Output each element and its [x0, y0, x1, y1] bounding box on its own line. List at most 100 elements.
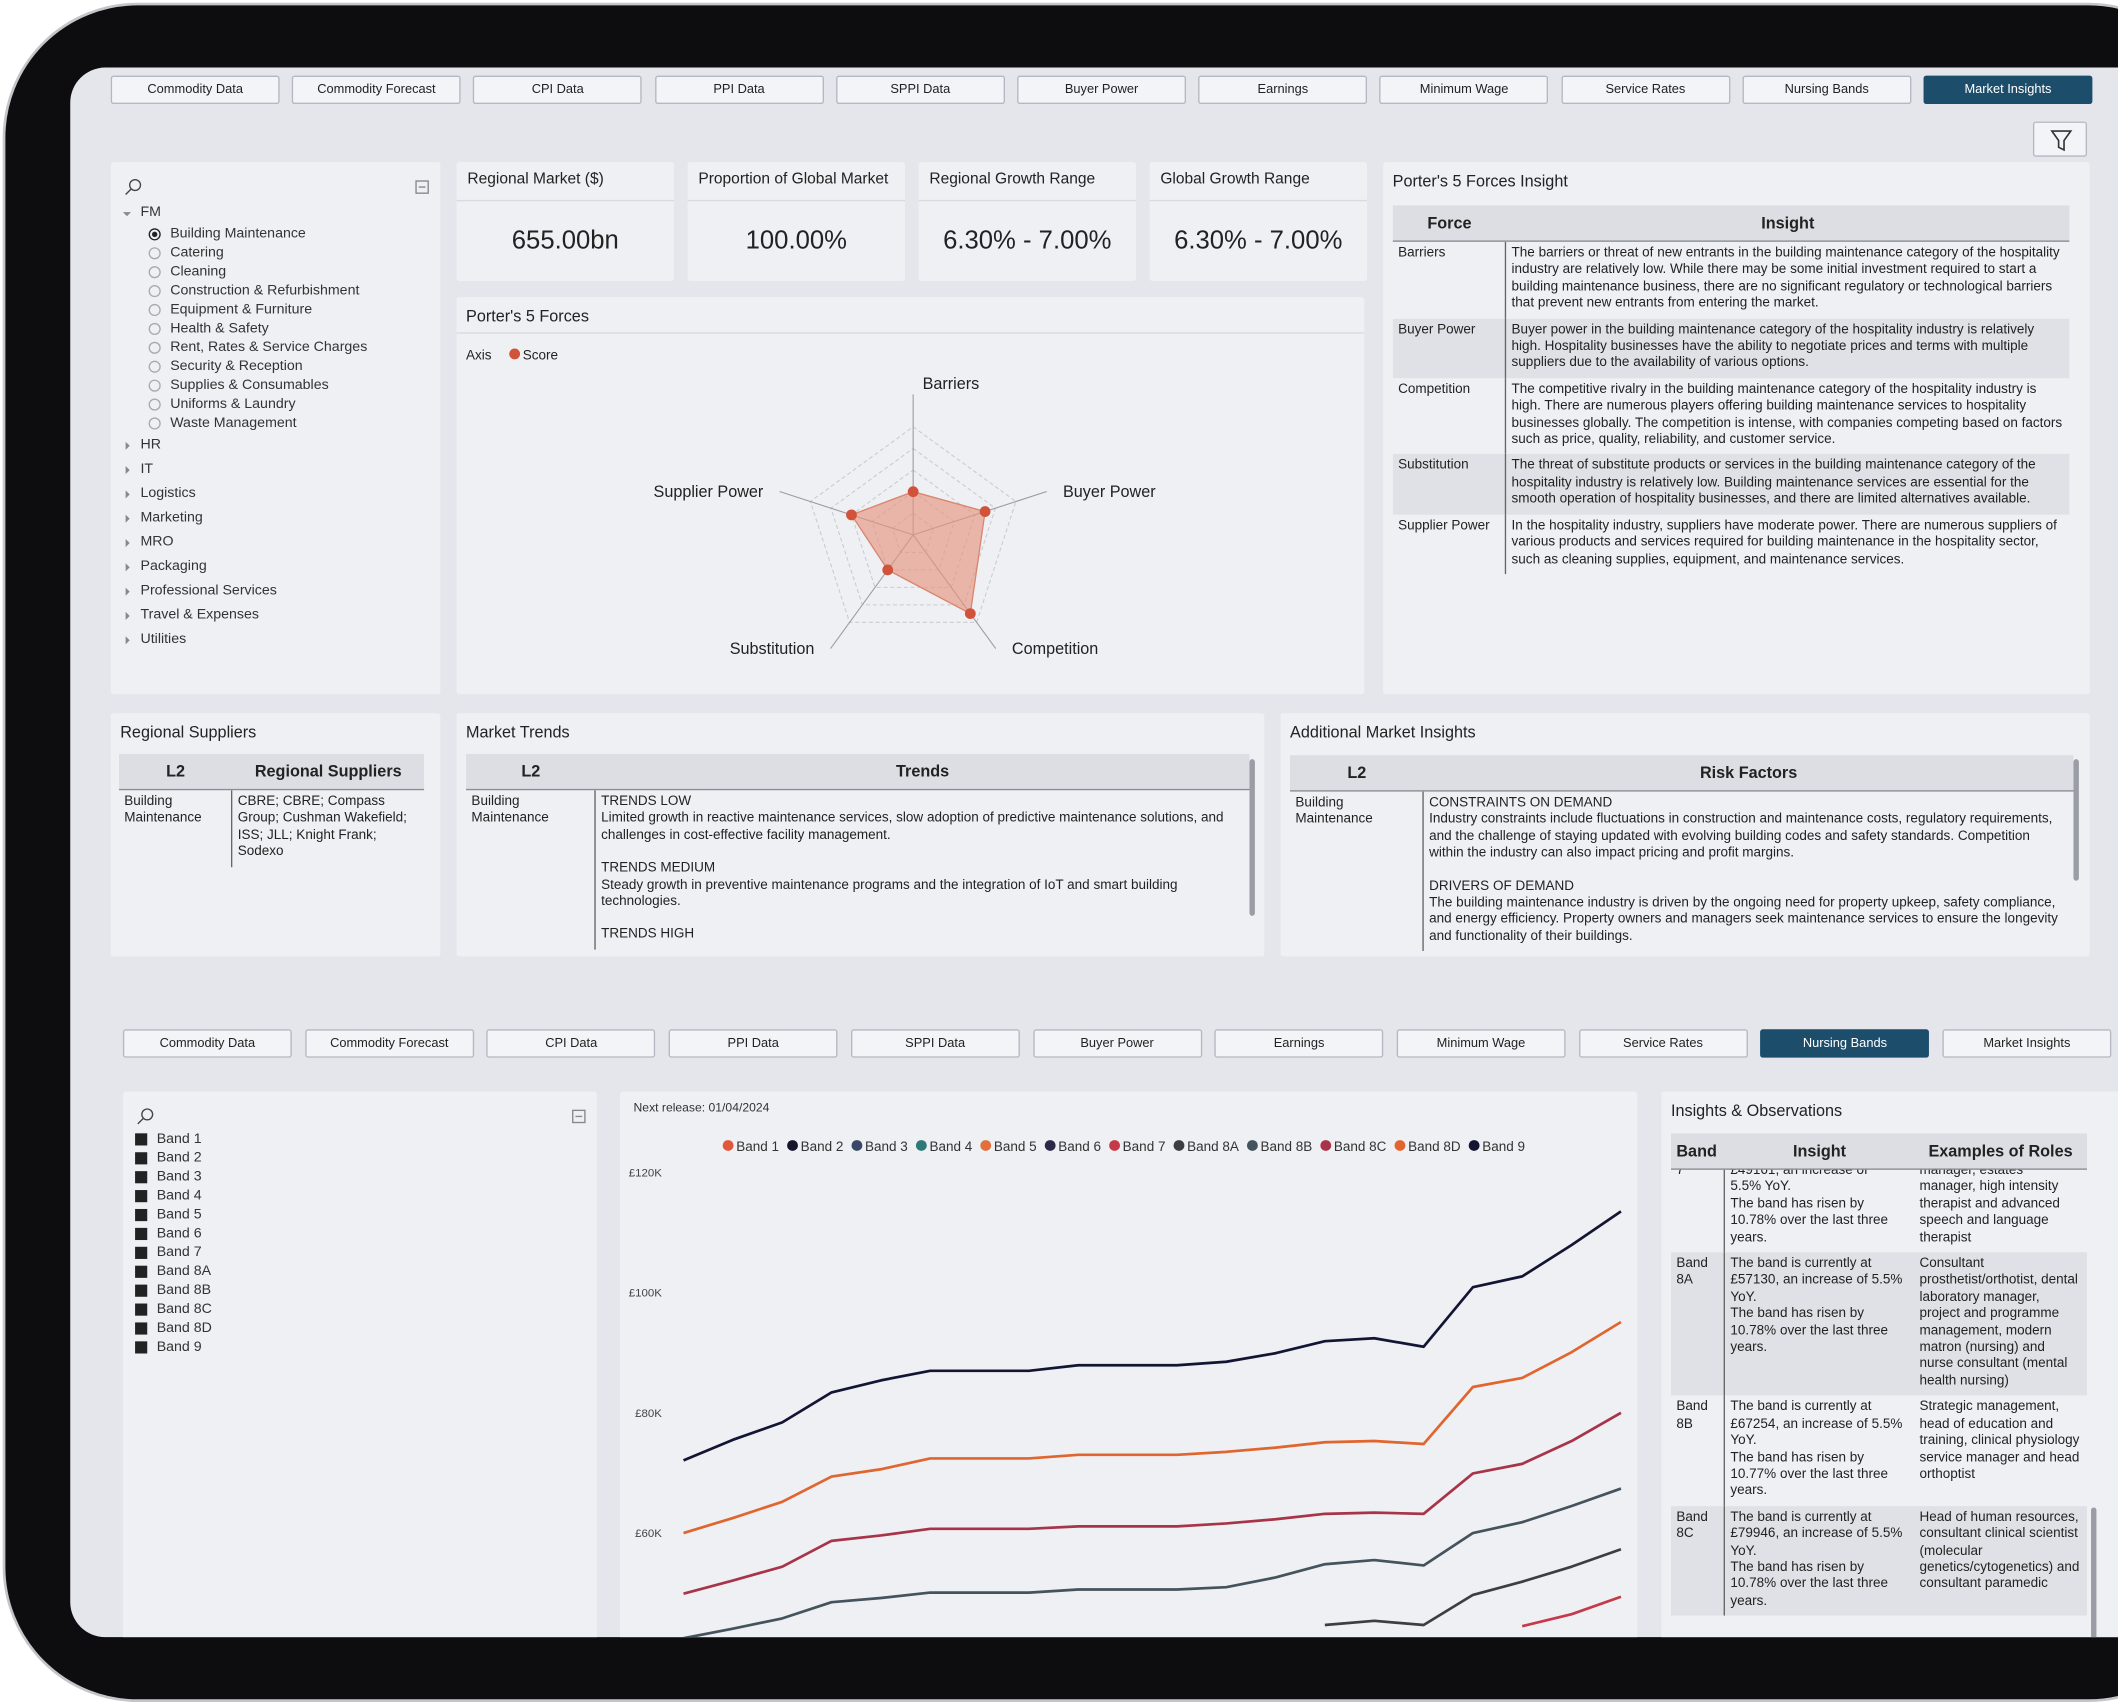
tab-button[interactable]: Minimum Wage — [1379, 75, 1549, 105]
band-item[interactable]: Band 8A — [156, 1262, 212, 1280]
radio[interactable] — [148, 322, 161, 335]
tab-button[interactable]: Buyer Power — [1017, 75, 1187, 105]
table-cell: CBRE; CBRE; Compass Group; Cushman Wakef… — [232, 790, 424, 866]
band-item[interactable]: Band 6 — [156, 1225, 202, 1242]
tab-button[interactable]: Earnings — [1198, 75, 1368, 105]
tree-group[interactable]: Travel & Expenses — [140, 606, 259, 623]
table-cell: Consultant prosthetist/orthotist, dental… — [1914, 1252, 2087, 1396]
checkbox[interactable] — [135, 1133, 148, 1146]
checkbox[interactable] — [135, 1284, 148, 1297]
column-header: Insight — [1761, 213, 1815, 233]
filter-button[interactable] — [2032, 121, 2087, 157]
tree-group[interactable]: FM — [140, 203, 161, 221]
tab-button[interactable]: PPI Data — [668, 1029, 838, 1058]
tab-button[interactable]: Commodity Data — [122, 1029, 292, 1058]
scrollbar[interactable] — [1249, 759, 1255, 916]
tab-button[interactable]: Commodity Data — [110, 75, 280, 105]
tree-item[interactable]: Equipment & Furniture — [170, 301, 313, 318]
column-header: Risk Factors — [1699, 763, 1798, 783]
divider — [1149, 199, 1368, 202]
band-item[interactable]: Band 5 — [156, 1206, 202, 1223]
tree-item[interactable]: Building Maintenance — [170, 225, 306, 242]
tree-item[interactable]: Cleaning — [170, 263, 227, 280]
tree-item[interactable]: Catering — [170, 244, 224, 261]
tree-caret — [122, 212, 132, 220]
tab-button[interactable]: Market Insights — [1942, 1029, 2112, 1058]
scrollbar[interactable] — [2073, 759, 2079, 881]
band-item[interactable]: Band 8D — [156, 1319, 212, 1336]
tree-group[interactable]: Professional Services — [140, 582, 277, 599]
tree-group[interactable]: Packaging — [140, 557, 207, 575]
column-header: Force — [1427, 213, 1472, 233]
checkbox[interactable] — [135, 1208, 148, 1222]
band-item[interactable]: Band 9 — [156, 1338, 202, 1355]
tab-button[interactable]: CPI Data — [473, 75, 643, 105]
tab-button[interactable]: PPI Data — [654, 75, 824, 105]
tree-group[interactable]: HR — [140, 436, 161, 453]
table-cell: The threat of substitute products or ser… — [1506, 455, 2069, 515]
band-item[interactable]: Band 3 — [156, 1168, 202, 1185]
tab-button[interactable]: Buyer Power — [1032, 1029, 1202, 1058]
tree-item[interactable]: Rent, Rates & Service Charges — [170, 339, 368, 356]
checkbox[interactable] — [135, 1265, 148, 1278]
radio[interactable] — [148, 228, 161, 241]
tab-button[interactable]: SPPI Data — [850, 1029, 1020, 1058]
tree-item[interactable]: Uniforms & Laundry — [170, 395, 296, 412]
tab-button[interactable]: Commodity Forecast — [304, 1029, 474, 1058]
radio[interactable] — [148, 398, 161, 411]
kpi-label: Regional Market ($) — [467, 171, 604, 188]
table-cell: Strategic management, head of education … — [1914, 1396, 2087, 1506]
checkbox[interactable] — [135, 1152, 148, 1165]
tree-group[interactable]: Logistics — [140, 484, 196, 502]
radio[interactable] — [148, 417, 161, 430]
table-body: Building Maintenance CBRE; CBRE; Compass … — [119, 790, 424, 949]
tab-button[interactable]: CPI Data — [486, 1029, 656, 1058]
scrollbar[interactable] — [2091, 1507, 2097, 1638]
checkbox[interactable] — [135, 1190, 148, 1203]
tab-button[interactable]: Nursing Bands — [1760, 1029, 1930, 1058]
cell-text: Building Maintenance — [471, 794, 549, 826]
band-item[interactable]: Band 2 — [156, 1149, 202, 1166]
cell-text: Limited growth in reactive maintenance s… — [601, 811, 1224, 843]
checkbox[interactable] — [135, 1341, 148, 1354]
tree-group[interactable]: IT — [140, 460, 154, 477]
radio[interactable] — [148, 341, 161, 354]
tree-item[interactable]: Security & Reception — [170, 357, 303, 375]
band-item[interactable]: Band 1 — [156, 1130, 202, 1147]
tree-item[interactable]: Waste Management — [170, 414, 297, 431]
band-item[interactable]: Band 7 — [156, 1244, 202, 1261]
radio[interactable] — [148, 285, 161, 298]
tab-button[interactable]: Market Insights — [1923, 75, 2093, 105]
tab-button[interactable]: Service Rates — [1578, 1029, 1748, 1058]
band-item[interactable]: Band 8C — [156, 1300, 212, 1318]
tab-button[interactable]: Minimum Wage — [1396, 1029, 1566, 1058]
table-body: 7 £49161, an increase of 5.5% YoY. The ba… — [1670, 1169, 2087, 1637]
radio[interactable] — [148, 379, 161, 392]
radio[interactable] — [148, 360, 161, 373]
checkbox[interactable] — [135, 1246, 148, 1259]
checkbox[interactable] — [135, 1303, 148, 1316]
checkbox[interactable] — [135, 1322, 148, 1335]
tree-group[interactable]: Marketing — [140, 509, 203, 526]
band-item[interactable]: Band 8B — [156, 1281, 212, 1299]
band-item[interactable]: Band 4 — [156, 1187, 202, 1204]
radio[interactable] — [148, 247, 161, 260]
tree-item[interactable]: Health & Safety — [170, 320, 269, 337]
tab-button[interactable]: Nursing Bands — [1742, 75, 1912, 105]
tree-group[interactable]: Utilities — [140, 630, 187, 648]
radio[interactable] — [148, 266, 161, 279]
tree-caret — [125, 636, 134, 645]
tab-button[interactable]: SPPI Data — [835, 75, 1005, 105]
tab-button[interactable]: Service Rates — [1560, 75, 1730, 105]
checkbox[interactable] — [135, 1171, 148, 1184]
tree-item[interactable]: Construction & Refurbishment — [170, 282, 360, 299]
tab-button[interactable]: Earnings — [1214, 1029, 1384, 1058]
tree-caret — [125, 538, 134, 548]
table-row: Barriers The barriers or threat of new en… — [1393, 241, 2070, 319]
checkbox[interactable] — [135, 1227, 148, 1241]
tab-button[interactable]: Commodity Forecast — [292, 75, 461, 105]
tree-item[interactable]: Supplies & Consumables — [170, 376, 329, 394]
tree-group[interactable]: MRO — [140, 533, 174, 550]
radio[interactable] — [148, 303, 161, 317]
